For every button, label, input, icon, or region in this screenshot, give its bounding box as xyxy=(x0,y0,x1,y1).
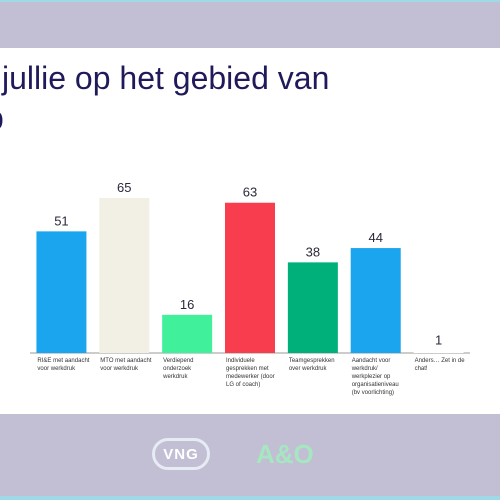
bar-value-label-6: 44 xyxy=(368,230,382,245)
bar-2 xyxy=(99,197,150,353)
bottom-accent-frame xyxy=(0,496,500,500)
bar-value-label-7: 1 xyxy=(435,333,442,348)
slide-title-line-1: jullie op het gebied van xyxy=(2,60,330,96)
category-label-2: MTO met aandacht voor werkdruk xyxy=(100,358,152,372)
top-accent-frame xyxy=(0,0,500,2)
bar-1 xyxy=(36,231,87,353)
bar-4 xyxy=(225,202,275,353)
vng-logo: VNG xyxy=(152,438,210,470)
slide-title-line-2: p xyxy=(0,98,500,138)
bar-value-label-1: 51 xyxy=(54,213,68,228)
ao-logo: A&O xyxy=(256,439,314,469)
bar-7 xyxy=(413,350,464,353)
slide-title: jullie op het gebied van p xyxy=(0,58,500,138)
bar-5 xyxy=(287,262,338,353)
category-label-3: Verdiepend onderzoek werkdruk xyxy=(162,358,193,380)
category-label-1: RI&E met aandacht voor werkdruk xyxy=(37,358,89,372)
bar-6 xyxy=(350,248,401,353)
bar-value-label-5: 38 xyxy=(306,244,320,259)
category-label-5: Teamgesprekken over werkdruk xyxy=(289,358,335,372)
bar-3 xyxy=(162,314,213,353)
bar-value-label-4: 63 xyxy=(243,185,257,200)
category-label-6: Aandacht voor werkdruk/werkplezier op orga… xyxy=(351,358,399,396)
bar-value-label-2: 65 xyxy=(117,180,131,195)
bar-value-label-3: 16 xyxy=(180,297,194,312)
category-label-4: Individuele gesprekken met medewerker (doo… xyxy=(226,358,275,388)
category-label-7: Anders… Zet in de chat! xyxy=(415,358,466,372)
